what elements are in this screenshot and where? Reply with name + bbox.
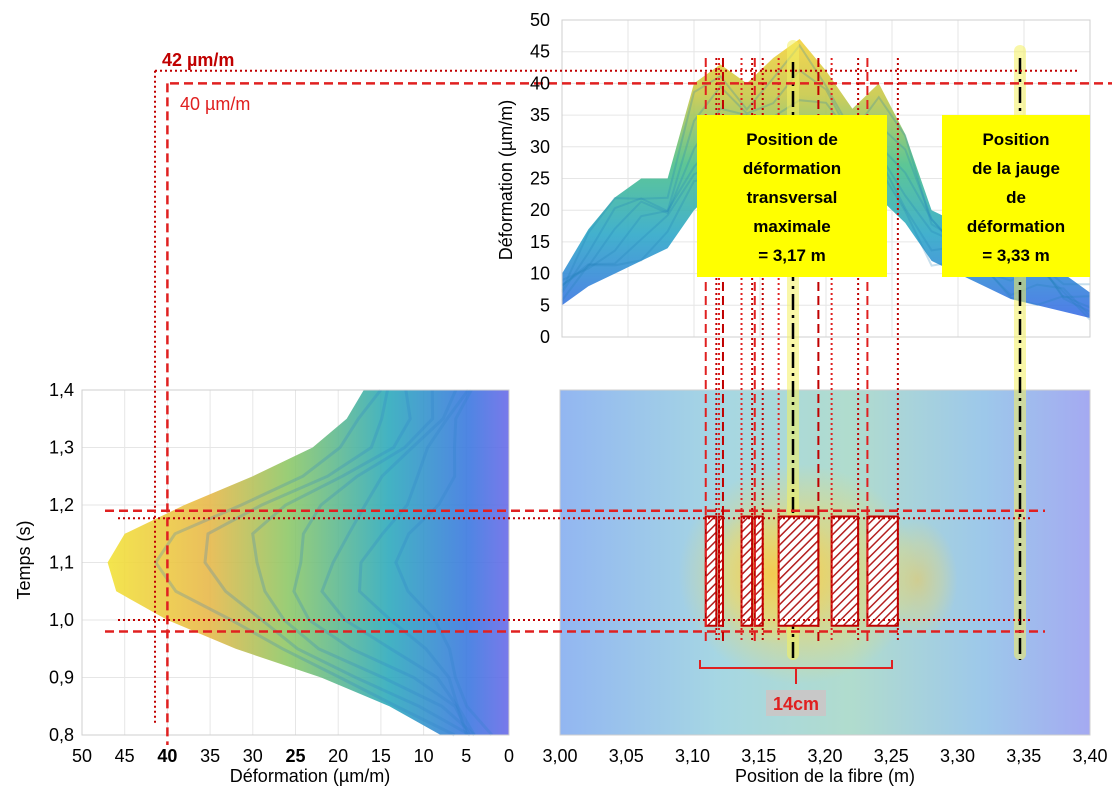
- right-x-tick: 3,40: [1072, 746, 1107, 766]
- left-x-tick: 30: [243, 746, 263, 766]
- left-x-tick: 5: [461, 746, 471, 766]
- left-x-ticks: 50 45 40 35 30 25 20 15 10 5 0: [72, 746, 514, 766]
- left-x-tick: 25: [285, 746, 305, 766]
- top-y-tick: 30: [530, 137, 550, 157]
- top-y-tick: 5: [540, 295, 550, 315]
- left-series-strand: [394, 389, 494, 736]
- right-x-tick: 3,00: [542, 746, 577, 766]
- top-y-ticks: 0 5 10 15 20 25 30 35 40 45 50: [530, 10, 550, 347]
- max-strain-annotation-text: Position de déformation transversal maximal…: [743, 130, 841, 265]
- reference-lines: [105, 58, 1112, 745]
- annotation-line: Position: [982, 130, 1049, 149]
- right-x-tick: 3,30: [940, 746, 975, 766]
- top-y-tick: 20: [530, 200, 550, 220]
- annotation-line: déformation: [967, 217, 1065, 236]
- right-x-axis-label: Position de la fibre (m): [735, 766, 915, 786]
- left-series-strand: [292, 389, 471, 736]
- annotation-line: maximale: [753, 217, 831, 236]
- annotation-line: = 3,17 m: [758, 246, 826, 265]
- right-x-tick: 3,05: [609, 746, 644, 766]
- left-y-tick: 0,9: [49, 668, 74, 688]
- left-x-tick: 20: [328, 746, 348, 766]
- left-y-tick: 1,0: [49, 610, 74, 630]
- max-strain-annotation-box: [697, 115, 887, 277]
- left-y-tick: 1,4: [49, 380, 74, 400]
- left-x-axis-label: Déformation (µm/m): [230, 766, 390, 786]
- measure-label: 14cm: [773, 694, 819, 714]
- fibre-segment: [704, 515, 718, 627]
- top-y-axis-label: Déformation (µm/m): [496, 100, 516, 260]
- measure-label-bg: [766, 690, 826, 716]
- left-x-tick: 10: [414, 746, 434, 766]
- left-x-tick: 50: [72, 746, 92, 766]
- left-y-tick: 1,3: [49, 438, 74, 458]
- left-y-tick: 1,1: [49, 553, 74, 573]
- right-x-ticks: 3,00 3,05 3,10 3,15 3,20 3,25 3,30 3,35 3,40: [542, 746, 1107, 766]
- fibre-segments: [704, 515, 899, 627]
- right-x-tick: 3,15: [741, 746, 776, 766]
- left-y-tick: 0,8: [49, 725, 74, 745]
- top-y-tick: 15: [530, 232, 550, 252]
- fibre-segment: [740, 515, 754, 627]
- top-y-tick: 25: [530, 169, 550, 189]
- left-y-tick: 1,2: [49, 495, 74, 515]
- left-x-tick: 35: [200, 746, 220, 766]
- annotation-line: de la jauge: [972, 159, 1060, 178]
- annotation-line: de: [1006, 188, 1026, 207]
- left-series-strand: [357, 389, 476, 736]
- top-y-tick: 40: [530, 73, 550, 93]
- top-y-tick: 0: [540, 327, 550, 347]
- annotation-line: = 3,33 m: [982, 246, 1050, 265]
- top-y-tick: 50: [530, 10, 550, 30]
- ref-label-42: 42 µm/m: [162, 50, 234, 70]
- fibre-segment: [718, 515, 724, 627]
- left-y-ticks: 0,8 0,9 1,0 1,1 1,2 1,3 1,4: [49, 380, 74, 745]
- left-x-tick: 15: [371, 746, 391, 766]
- fibre-segment: [830, 515, 860, 627]
- left-x-tick: 45: [115, 746, 135, 766]
- fibre-segment: [777, 515, 820, 627]
- top-y-tick: 35: [530, 105, 550, 125]
- measure-bracket: [699, 660, 893, 684]
- top-y-tick: 45: [530, 42, 550, 62]
- annotation-line: Position de: [746, 130, 838, 149]
- annotation-line: déformation: [743, 159, 841, 178]
- left-series-band: [107, 390, 509, 735]
- fibre-segment: [866, 515, 899, 627]
- right-x-tick: 3,25: [874, 746, 909, 766]
- left-x-tick: 0: [504, 746, 514, 766]
- gauge-annotation-text: Position de la jauge de déformation = 3,33 m: [967, 130, 1065, 265]
- left-series-strand: [251, 389, 476, 737]
- left-series-strand: [203, 389, 471, 737]
- top-y-tick: 10: [530, 264, 550, 284]
- left-series-strand: [320, 389, 469, 736]
- gauge-annotation-box: [942, 115, 1090, 277]
- ref-label-40: 40 µm/m: [180, 94, 250, 114]
- annotation-line: transversal: [747, 188, 838, 207]
- left-y-axis-label: Temps (s): [14, 520, 34, 599]
- right-x-tick: 3,35: [1006, 746, 1041, 766]
- left-x-tick: 40: [157, 746, 177, 766]
- fibre-segment: [753, 515, 764, 627]
- right-x-tick: 3,10: [675, 746, 710, 766]
- right-x-tick: 3,20: [807, 746, 842, 766]
